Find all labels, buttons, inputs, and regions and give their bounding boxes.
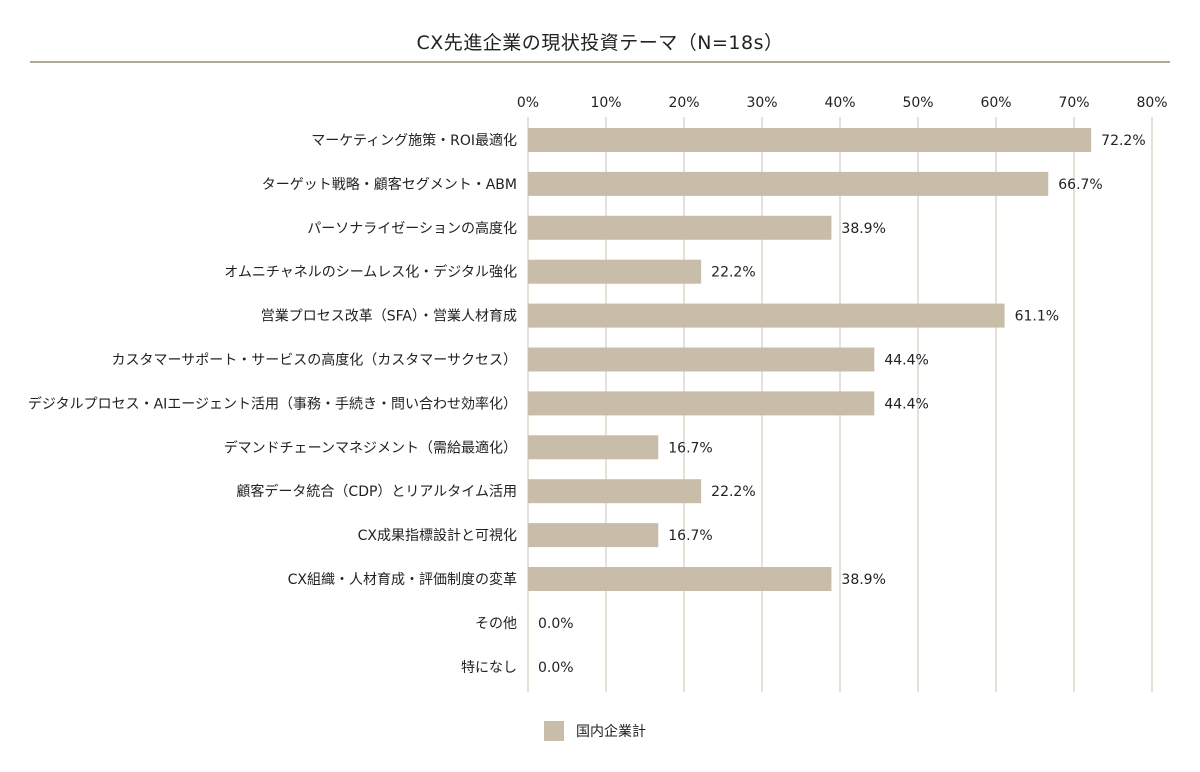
x-tick-label: 20% [668, 95, 699, 111]
bar [528, 391, 875, 416]
legend-swatch [544, 721, 564, 741]
data-label: 0.0% [538, 616, 574, 632]
x-tick-label: 0% [517, 95, 539, 111]
bar [528, 523, 659, 548]
data-label: 16.7% [668, 528, 712, 544]
bar [528, 435, 659, 460]
data-label: 38.9% [841, 221, 885, 237]
x-tick-label: 10% [590, 95, 621, 111]
bar [528, 128, 1092, 152]
data-label: 38.9% [841, 572, 885, 588]
bar [528, 303, 1005, 328]
x-tick-label: 60% [980, 95, 1011, 111]
category-label: マーケティング施策・ROI最適化 [311, 132, 517, 149]
category-label: オムニチャネルのシームレス化・デジタル強化 [224, 264, 517, 281]
category-label: CX組織・人材育成・評価制度の変革 [288, 571, 517, 588]
data-label: 61.1% [1015, 309, 1059, 325]
category-label: パーソナライゼーションの高度化 [307, 220, 517, 237]
bar [528, 567, 832, 591]
category-label: デマンドチェーンマネジメント（需給最適化） [224, 439, 517, 456]
data-label: 22.2% [711, 484, 755, 500]
category-label: ターゲット戦略・顧客セグメント・ABM [262, 176, 517, 193]
category-label: 営業プロセス改革（SFA）・営業人材育成 [261, 309, 517, 325]
chart-title: CX先進企業の現状投資テーマ（N=18s） [416, 32, 784, 54]
data-label: 44.4% [884, 353, 928, 369]
bar [528, 215, 832, 240]
title-underline [30, 61, 1170, 63]
category-label: CX成果指標設計と可視化 [358, 528, 517, 544]
data-label: 44.4% [884, 396, 928, 412]
category-label: デジタルプロセス・AIエージェント活用（事務・手続き・問い合わせ効率化） [28, 395, 517, 412]
bar [528, 479, 702, 504]
bar [528, 171, 1049, 196]
bar [528, 259, 702, 284]
x-tick-label: 80% [1136, 95, 1167, 111]
data-label: 72.2% [1101, 133, 1145, 149]
x-tick-label: 30% [746, 95, 777, 111]
data-label: 22.2% [711, 265, 755, 281]
data-label: 66.7% [1058, 177, 1102, 193]
data-label: 16.7% [668, 440, 712, 456]
legend: 国内企業計 [544, 721, 646, 741]
category-label: その他 [475, 616, 517, 632]
category-label: カスタマーサポート・サービスの高度化（カスタマーサクセス） [112, 352, 517, 369]
x-tick-label: 40% [824, 95, 855, 111]
category-label: 特になし [461, 660, 517, 676]
x-tick-label: 50% [902, 95, 933, 111]
legend-label: 国内企業計 [576, 724, 646, 740]
x-tick-label: 70% [1058, 95, 1089, 111]
bar [528, 347, 875, 372]
data-label: 0.0% [538, 660, 574, 676]
category-label: 顧客データ統合（CDP）とリアルタイム活用 [236, 483, 517, 500]
